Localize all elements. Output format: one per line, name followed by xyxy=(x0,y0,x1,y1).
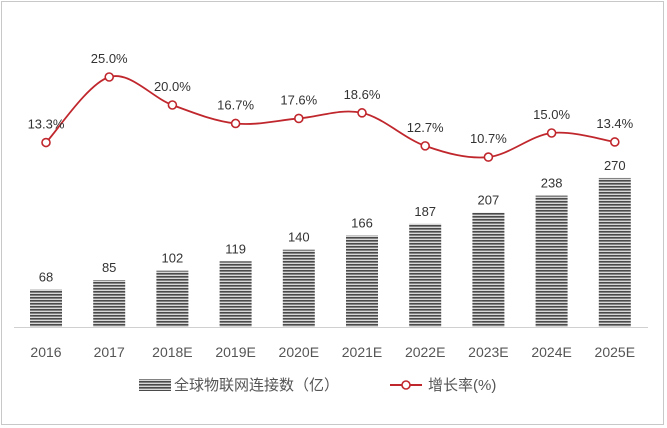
line-point xyxy=(546,128,557,138)
bar-label: 270 xyxy=(604,158,626,173)
bar xyxy=(219,261,252,327)
bar xyxy=(30,289,62,327)
line-label: 15.0% xyxy=(533,107,570,122)
legend-bar-label: 全球物联网连接数（亿） xyxy=(174,376,339,394)
line-label: 17.6% xyxy=(280,92,317,107)
x-tick-label: 2023E xyxy=(468,344,508,360)
bar xyxy=(598,177,631,327)
line-label: 13.4% xyxy=(596,116,633,131)
bar xyxy=(472,212,505,327)
x-tick-label: 2017 xyxy=(94,344,125,360)
line-label: 18.6% xyxy=(344,87,381,102)
line-label: 16.7% xyxy=(217,97,254,112)
x-tick-label: 2018E xyxy=(152,344,192,360)
line-label: 25.0% xyxy=(91,51,128,66)
x-tick-label: 2022E xyxy=(405,344,445,360)
bar-label: 102 xyxy=(162,251,184,266)
legend-line-marker xyxy=(401,380,411,390)
bar xyxy=(93,280,126,327)
bar-label: 68 xyxy=(39,269,53,284)
x-tick-label: 2020E xyxy=(279,344,319,360)
x-tick-label: 2021E xyxy=(342,344,382,360)
line-label: 12.7% xyxy=(407,120,444,135)
line-point xyxy=(609,137,620,147)
x-tick-label: 2019E xyxy=(215,344,255,360)
line-point xyxy=(483,152,494,162)
growth-line xyxy=(45,75,615,159)
bar-label: 166 xyxy=(351,215,373,230)
bar-label: 119 xyxy=(225,241,246,256)
bar xyxy=(346,235,378,327)
line-point xyxy=(167,100,178,110)
legend-bar-swatch xyxy=(139,379,171,391)
bar xyxy=(282,249,315,327)
bar xyxy=(409,223,442,327)
bar-label: 238 xyxy=(541,176,563,191)
bar xyxy=(156,270,189,327)
bar-label: 207 xyxy=(478,193,500,208)
line-point xyxy=(230,118,241,129)
legend-line-label: 增长率(%) xyxy=(428,377,496,394)
x-tick-label: 2025E xyxy=(595,344,635,360)
bar-label: 140 xyxy=(288,230,310,245)
line-point xyxy=(41,137,51,148)
line-point xyxy=(104,72,114,82)
x-tick-label: 2016 xyxy=(30,344,61,360)
x-tick-label: 2024E xyxy=(531,344,571,360)
line-label: 13.3% xyxy=(28,117,65,132)
bar xyxy=(535,195,568,327)
line-label: 20.0% xyxy=(154,79,191,94)
line-point xyxy=(293,113,304,124)
line-point xyxy=(357,108,367,118)
line-point xyxy=(420,141,431,151)
bar-label: 187 xyxy=(414,204,436,219)
line-label: 10.7% xyxy=(470,131,507,146)
legend: 全球物联网连接数（亿） 增长率(%) xyxy=(139,376,496,394)
bar-label: 85 xyxy=(102,260,116,275)
